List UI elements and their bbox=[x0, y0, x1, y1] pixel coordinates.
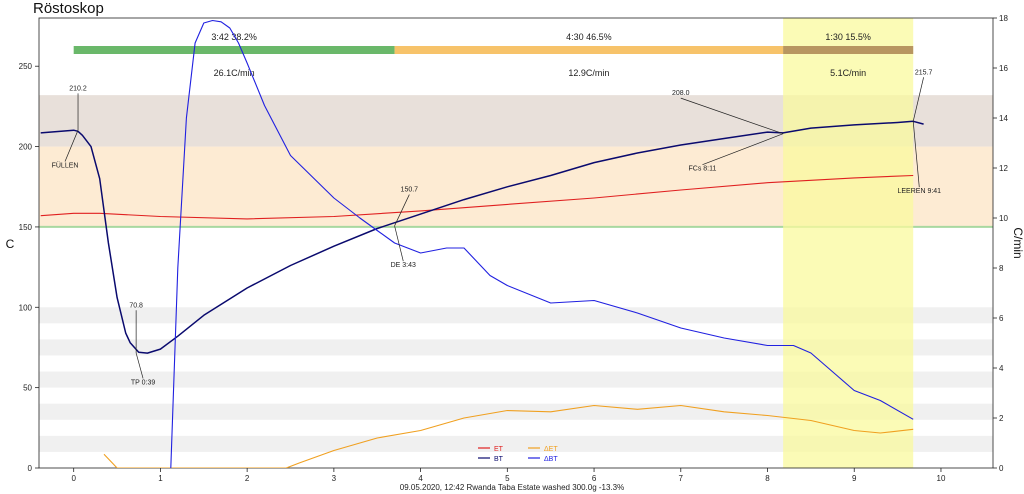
annotation-leader-7 bbox=[702, 133, 784, 166]
chart-title: Röstoskop bbox=[33, 0, 104, 17]
phase-label-2: 1:30 15.5% bbox=[825, 32, 871, 42]
series-line-0 bbox=[40, 174, 914, 220]
legend-label-3: ΔBT bbox=[544, 456, 558, 463]
annotation-label-7: FCs 8:11 bbox=[689, 166, 717, 173]
annotation-label-8: 215.7 bbox=[915, 69, 933, 76]
band-6 bbox=[39, 435, 993, 452]
legend-label-0: ET bbox=[494, 446, 504, 453]
y2-tick-label-18: 18 bbox=[999, 14, 1008, 23]
phase-rate-2: 5.1C/min bbox=[830, 68, 866, 78]
x-tick-label-3: 3 bbox=[332, 474, 337, 483]
annotation-label-6: 208.0 bbox=[672, 90, 690, 97]
band-2 bbox=[39, 307, 993, 324]
legend-label-2: ΔET bbox=[544, 446, 558, 453]
y-tick-label-250: 250 bbox=[19, 62, 33, 71]
annotation-leader-6 bbox=[680, 97, 784, 135]
y2-tick-label-2: 2 bbox=[999, 414, 1004, 423]
annotation-label-0: 210.2 bbox=[69, 85, 87, 92]
legend: ET BT ΔET ΔBT bbox=[478, 446, 558, 463]
x-tick-label-0: 0 bbox=[71, 474, 76, 483]
y2-tick-label-4: 4 bbox=[999, 364, 1004, 373]
series-line-2 bbox=[103, 404, 914, 468]
annotation-leader-4 bbox=[394, 194, 410, 226]
series-line-1 bbox=[40, 120, 924, 354]
band-5 bbox=[39, 403, 993, 420]
event-annotations: 210.2 FÜLLEN 70.8 TP 0:39 150.7 DE 3:43 208.0 F… bbox=[52, 69, 942, 386]
band-4 bbox=[39, 371, 993, 388]
annotation-leader-8 bbox=[912, 77, 924, 122]
annotation-leader-3 bbox=[135, 352, 144, 379]
phase-rate-0: 26.1C/min bbox=[214, 68, 255, 78]
y2-tick-label-12: 12 bbox=[999, 164, 1008, 173]
x-tick-label-2: 2 bbox=[245, 474, 250, 483]
annotation-label-9: LEEREN 9:41 bbox=[897, 188, 941, 195]
phase-bar-0 bbox=[73, 46, 395, 54]
highlight-rect bbox=[783, 18, 914, 468]
legend-label-1: BT bbox=[494, 456, 504, 463]
y-tick-label-50: 50 bbox=[23, 384, 32, 393]
phase-label-1: 4:30 46.5% bbox=[566, 32, 612, 42]
x-tick-label-4: 4 bbox=[418, 474, 423, 483]
annotation-leader-5 bbox=[394, 225, 404, 262]
x-tick-label-8: 8 bbox=[765, 474, 770, 483]
y-tick-label-200: 200 bbox=[19, 143, 33, 152]
y2-tick-label-10: 10 bbox=[999, 214, 1008, 223]
annotation-label-5: DE 3:43 bbox=[391, 262, 416, 269]
annotation-label-1: FÜLLEN bbox=[52, 161, 79, 169]
annotation-leader-9 bbox=[912, 121, 920, 188]
y2-tick-label-14: 14 bbox=[999, 114, 1008, 123]
development-highlight bbox=[783, 18, 914, 468]
x-tick-label-7: 7 bbox=[679, 474, 684, 483]
series-line-3 bbox=[170, 19, 914, 468]
y2-tick-label-16: 16 bbox=[999, 64, 1008, 73]
annotation-leader-1 bbox=[64, 130, 79, 162]
y2-tick-label-6: 6 bbox=[999, 314, 1004, 323]
phase-bars: 3:42 38.2% 26.1C/min 4:30 46.5% 12.9C/min 1:… bbox=[73, 32, 914, 78]
roast-footer: 09.05.2020, 12:42 Rwanda Taba Estate was… bbox=[400, 483, 624, 492]
y2-axis-label: C/min bbox=[1011, 227, 1024, 258]
x-tick-label-10: 10 bbox=[937, 474, 946, 483]
axes: 0 1 2 3 4 5 6 7 8 9 100501001502002500246810121416… bbox=[6, 14, 1024, 483]
x-tick-label-5: 5 bbox=[505, 474, 510, 483]
y-tick-label-0: 0 bbox=[28, 464, 33, 473]
y-tick-label-150: 150 bbox=[19, 223, 33, 232]
phase-rate-1: 12.9C/min bbox=[568, 68, 609, 78]
y-axis-label: C bbox=[6, 237, 15, 251]
annotation-label-2: 70.8 bbox=[129, 302, 143, 309]
x-tick-label-9: 9 bbox=[852, 474, 857, 483]
annotation-label-4: 150.7 bbox=[401, 187, 419, 194]
plot-frame bbox=[38, 17, 994, 469]
y2-tick-label-0: 0 bbox=[999, 464, 1004, 473]
x-tick-label-1: 1 bbox=[158, 474, 163, 483]
phase-label-0: 3:42 38.2% bbox=[211, 32, 257, 42]
series-lines bbox=[40, 19, 924, 468]
phase-bar-2 bbox=[783, 46, 914, 54]
annotation-label-3: TP 0:39 bbox=[131, 379, 155, 386]
y2-tick-label-8: 8 bbox=[999, 264, 1004, 273]
phase-bar-1 bbox=[394, 46, 784, 54]
y-tick-label-100: 100 bbox=[19, 303, 33, 312]
x-tick-label-6: 6 bbox=[592, 474, 597, 483]
